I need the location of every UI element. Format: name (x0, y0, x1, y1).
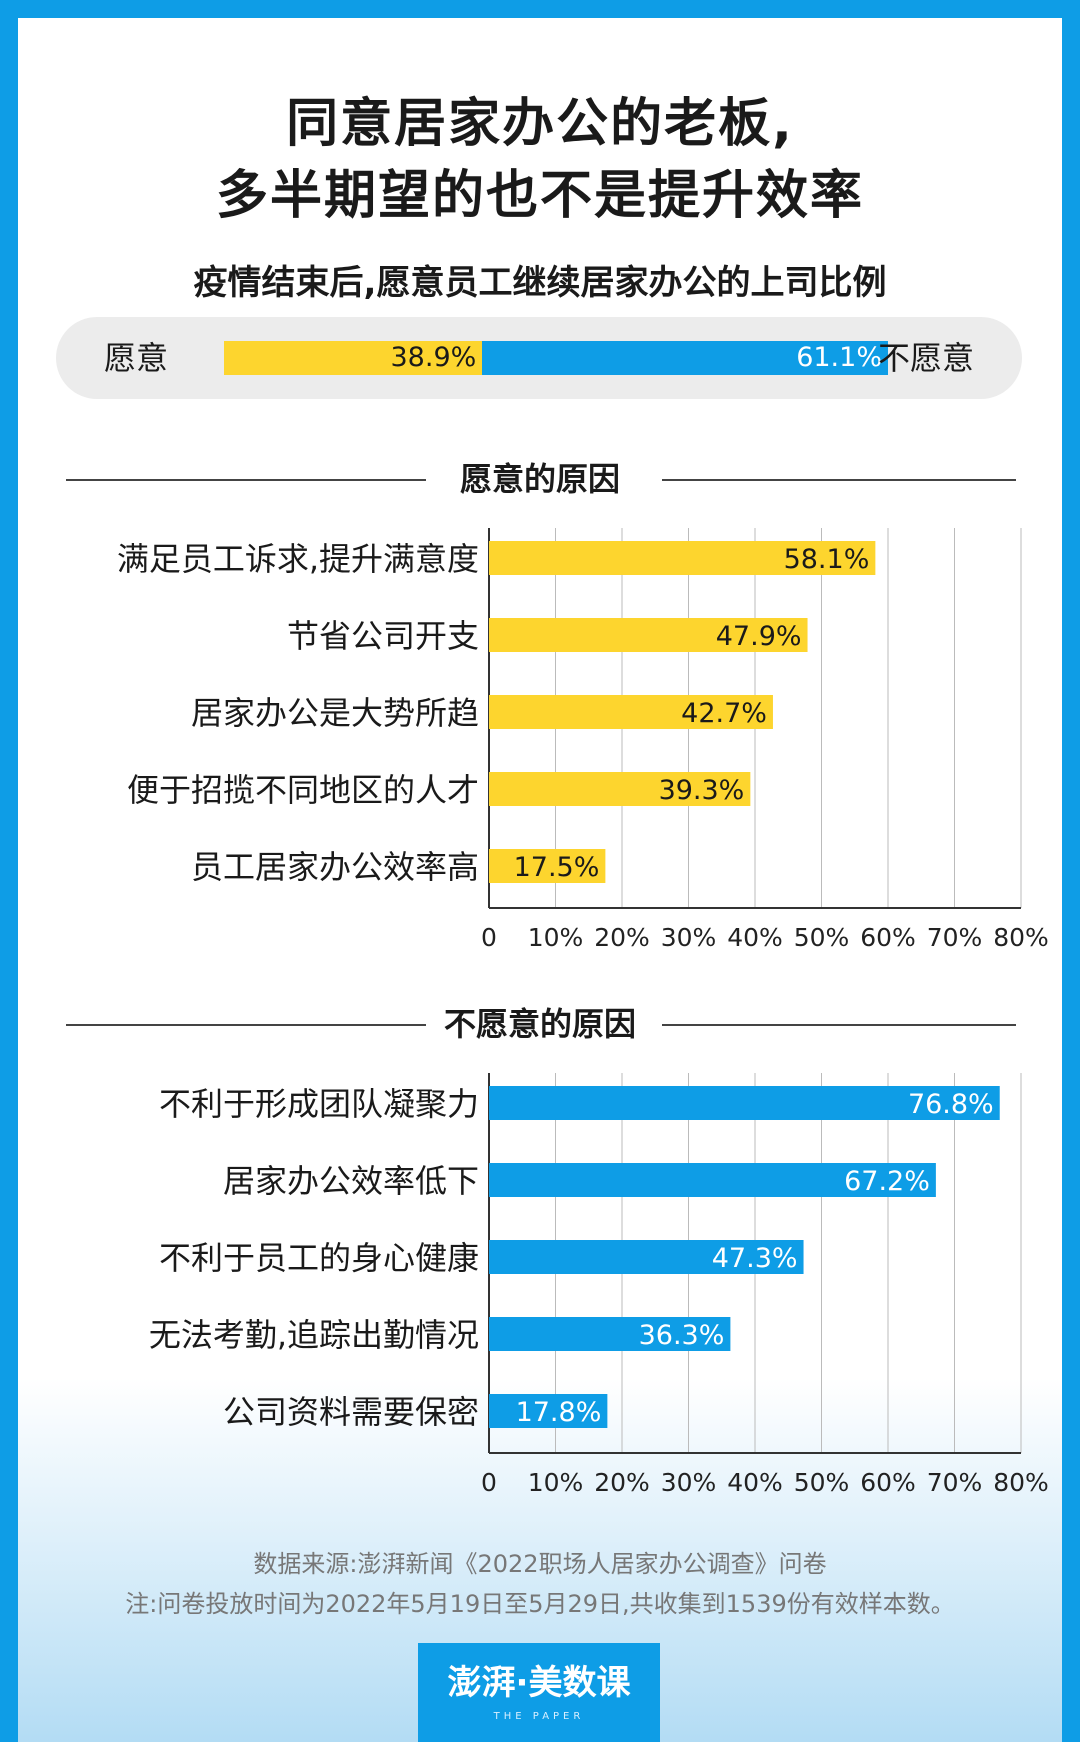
x-tick-label: 30% (661, 923, 717, 952)
chart-willing-reasons: 0 10% 20% 30% 40% 50% 60% 70% 80% 58.1% 满足员工诉求,提升满… (117, 528, 1049, 952)
bar-value-label: 47.3% (712, 1243, 798, 1274)
x-tick-label: 80% (993, 923, 1049, 952)
chart-unwilling-reasons: 0 10% 20% 30% 40% 50% 60% 70% 80% 76.8% 不利于形成团队凝聚力… (149, 1073, 1049, 1497)
x-tick-label: 50% (794, 923, 850, 952)
main-title: 同意居家办公的老板, 多半期望的也不是提升效率 (18, 88, 1062, 232)
title-line-2: 多半期望的也不是提升效率 (215, 166, 864, 226)
x-tick-label: 30% (661, 1468, 717, 1497)
category-label: 满足员工诉求,提升满意度 (117, 540, 479, 578)
bar-value-label: 36.3% (639, 1320, 725, 1351)
survey-note: 注:问卷投放时间为2022年5月19日至5月29日,共收集到1539份有效样本数… (125, 1590, 955, 1618)
brand-logo: 澎湃·美数课 THE PAPER (418, 1643, 660, 1742)
bar (489, 541, 876, 575)
bar-value-label: 67.2% (844, 1166, 930, 1197)
bar-value-label: 58.1% (784, 544, 870, 575)
bar (489, 618, 808, 652)
category-label: 不利于形成团队凝聚力 (159, 1085, 479, 1123)
x-tick-label: 70% (927, 1468, 983, 1497)
category-label: 无法考勤,追踪出勤情况 (149, 1316, 479, 1354)
bar-value-label: 76.8% (908, 1089, 994, 1120)
bar (489, 1240, 804, 1274)
section-title-willing: 愿意的原因 (459, 460, 620, 498)
x-tick-label: 20% (594, 1468, 650, 1497)
bar (489, 1086, 1000, 1120)
category-label: 居家办公效率低下 (223, 1162, 479, 1200)
brand-logo-subtext: THE PAPER (493, 1711, 585, 1722)
category-label: 便于招揽不同地区的人才 (127, 771, 479, 809)
x-tick-label: 70% (927, 923, 983, 952)
brand-logo-text: 澎湃·美数课 (447, 1663, 631, 1703)
bar-value-label: 42.7% (681, 698, 767, 729)
x-tick-label: 20% (594, 923, 650, 952)
bar (489, 695, 773, 729)
data-source: 数据来源:澎湃新闻《2022职场人居家办公调查》问卷 (253, 1550, 827, 1578)
split-left-label: 愿意 (104, 339, 169, 377)
split-right-label: 不愿意 (877, 339, 974, 377)
category-label: 员工居家办公效率高 (191, 848, 479, 886)
bar (489, 1317, 731, 1351)
section-title-unwilling: 不愿意的原因 (443, 1005, 636, 1043)
bar (489, 849, 606, 883)
split-bar-panel: 愿意 38.9% 61.1% 不愿意 (56, 317, 1022, 399)
bar-value-label: 39.3% (659, 775, 745, 806)
x-tick-label: 40% (727, 1468, 783, 1497)
x-tick-label: 40% (727, 923, 783, 952)
x-tick-label: 50% (794, 1468, 850, 1497)
category-label: 公司资料需要保密 (223, 1393, 479, 1431)
infographic-card: 同意居家办公的老板, 多半期望的也不是提升效率 疫情结束后,愿意员工继续居家办公… (18, 18, 1062, 1742)
section-header-willing: 愿意的原因 (18, 454, 1062, 504)
x-tick-label: 0 (481, 1468, 497, 1497)
category-label: 不利于员工的身心健康 (159, 1239, 479, 1277)
bar (489, 1163, 936, 1197)
x-tick-label: 60% (860, 1468, 916, 1497)
x-tick-label: 80% (993, 1468, 1049, 1497)
section-rule-left (66, 479, 426, 481)
bar-value-label: 47.9% (716, 621, 802, 652)
section-rule-right (662, 479, 1016, 481)
title-line-1: 同意居家办公的老板, (286, 94, 794, 154)
category-label: 居家办公是大势所趋 (191, 694, 479, 732)
bar-value-label: 17.5% (514, 852, 600, 883)
category-label: 节省公司开支 (287, 617, 479, 655)
x-tick-label: 10% (528, 1468, 584, 1497)
split-bar-no-value: 61.1% (796, 342, 882, 373)
section-rule-left (66, 1024, 426, 1026)
split-bar-no: 61.1% (482, 341, 888, 375)
bar (489, 772, 751, 806)
x-tick-label: 60% (860, 923, 916, 952)
subtitle: 疫情结束后,愿意员工继续居家办公的上司比例 (193, 263, 887, 303)
section-rule-right (662, 1024, 1016, 1026)
x-tick-label: 0 (481, 923, 497, 952)
bar-value-label: 17.8% (516, 1397, 602, 1428)
split-bar-yes: 38.9% (224, 341, 483, 375)
bar (489, 1394, 608, 1428)
section-header-unwilling: 不愿意的原因 (18, 999, 1062, 1049)
split-bar-yes-value: 38.9% (390, 342, 477, 373)
x-tick-label: 10% (528, 923, 584, 952)
